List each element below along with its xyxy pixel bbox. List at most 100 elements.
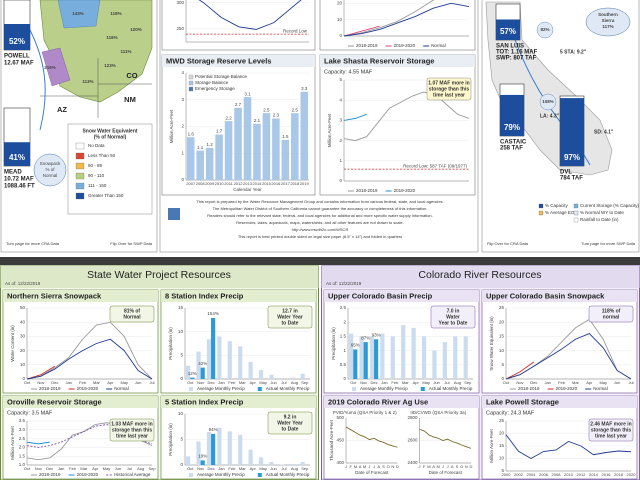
y-tick-label: 2400 bbox=[407, 460, 418, 465]
panel-title: Lake Shasta Reservoir Storage bbox=[324, 56, 434, 65]
y-tick-label: 0 bbox=[339, 178, 342, 183]
x-tick-label: N bbox=[391, 464, 394, 469]
gauge-percent: 79% bbox=[504, 123, 520, 132]
percent-label: 94% bbox=[209, 427, 218, 432]
x-tick-label: 2020 bbox=[627, 472, 637, 477]
legend-label: Actual Monthly Precip bbox=[429, 386, 473, 391]
bubble-text: 108% bbox=[542, 99, 554, 104]
x-tick-label: M bbox=[437, 464, 440, 469]
bar bbox=[211, 433, 216, 465]
reservoir-name: CASTAIC bbox=[500, 140, 527, 146]
x-tick-label: 2019 bbox=[300, 181, 310, 186]
x-tick-label: A bbox=[377, 464, 380, 469]
x-tick-label: 2010 bbox=[215, 181, 225, 186]
legend-label: Less Than 50 bbox=[88, 153, 116, 158]
cra-header bbox=[321, 266, 640, 288]
legend-swatch bbox=[189, 473, 193, 477]
y-tick-label: 0 bbox=[181, 177, 184, 182]
separator bbox=[0, 257, 640, 265]
panel bbox=[323, 395, 480, 480]
note-box bbox=[109, 305, 155, 323]
legend-label: 50 - 89 bbox=[88, 163, 103, 168]
basin-percent: 120% bbox=[130, 27, 142, 32]
basin-percent: 216% bbox=[44, 65, 56, 70]
legend-label: 2019-2020 bbox=[394, 188, 416, 193]
bar bbox=[300, 91, 309, 180]
rainfall-text: SD: 4.1" bbox=[594, 129, 614, 135]
legend-swatch bbox=[75, 142, 85, 150]
y-tick-label: 250 bbox=[176, 26, 184, 31]
legend-label: Average Monthly Precip bbox=[197, 386, 245, 391]
x-tick-label: Oct bbox=[187, 380, 194, 385]
legend-swatch bbox=[538, 210, 544, 216]
bar bbox=[227, 431, 232, 465]
panel-title: Upper Colorado Basin Snowpack bbox=[486, 291, 605, 300]
bar bbox=[238, 434, 243, 465]
y-tick-label: 300 bbox=[176, 0, 184, 5]
state-border bbox=[40, 58, 152, 118]
legend-label: 2019-2020 bbox=[77, 472, 99, 477]
x-tick-label: 2014 bbox=[253, 181, 263, 186]
basin-percent: 116% bbox=[106, 35, 117, 40]
footer-text: This report is prepared by the Water Res… bbox=[196, 199, 443, 204]
bar bbox=[227, 341, 232, 379]
y-tick-label: 20 bbox=[499, 319, 505, 324]
x-tick-label: Apr bbox=[586, 380, 593, 385]
bar bbox=[196, 441, 201, 465]
reference-label: Record Low: 587 TAF (09/1977) bbox=[403, 163, 467, 168]
legend-label: Normal bbox=[431, 43, 446, 48]
y-axis-title: Precipitation (in) bbox=[331, 327, 336, 360]
bar bbox=[290, 377, 295, 379]
x-tick-label: D bbox=[396, 464, 399, 469]
data-line bbox=[26, 441, 50, 445]
reservoir-detail: 258 TAF bbox=[500, 146, 523, 152]
panel-title: MWD Storage Reserve Levels bbox=[166, 56, 271, 65]
x-tick-label: May bbox=[599, 380, 607, 385]
y-tick-label: 1 bbox=[339, 158, 342, 163]
x-tick-label: Apr bbox=[250, 466, 257, 471]
note-text: to Date bbox=[282, 320, 299, 326]
data-line bbox=[26, 321, 153, 380]
bubble bbox=[539, 93, 557, 111]
note-text: 12.7 in bbox=[282, 308, 298, 314]
legend-label: No Data bbox=[88, 143, 105, 148]
data-line bbox=[198, 0, 302, 30]
panel-title: Upper Colorado Basin Precip bbox=[328, 291, 433, 300]
x-tick-label: F bbox=[423, 464, 426, 469]
bar bbox=[359, 336, 364, 379]
reservoir-name: DVL bbox=[560, 170, 572, 176]
reservoir-elevation: 1088.46 FT bbox=[4, 184, 35, 190]
panel-title-bar bbox=[324, 290, 479, 302]
x-tick-label: Sep bbox=[464, 380, 472, 385]
x-tick-label: 2017 bbox=[281, 181, 291, 186]
note-text: storage than this bbox=[429, 86, 470, 92]
x-tick-label: Jan bbox=[218, 466, 224, 471]
x-tick-label: S bbox=[456, 464, 459, 469]
x-axis-title: Calendar Year bbox=[233, 187, 262, 192]
x-tick-label: 2013 bbox=[243, 181, 253, 186]
legend-label: 2019-2020 bbox=[556, 386, 578, 391]
legend-swatch bbox=[257, 473, 262, 477]
legend-label: 111 - 150 bbox=[88, 183, 107, 188]
legend-label: % Average EOM bbox=[545, 210, 578, 215]
reservoir-name: POWELL bbox=[4, 54, 30, 60]
y-tick-label: 0 bbox=[22, 376, 25, 381]
legend-label: 2018-2019 bbox=[356, 43, 378, 48]
x-tick-label: J bbox=[419, 464, 421, 469]
x-tick-label: Mar bbox=[572, 380, 580, 385]
gauge-percent: 57% bbox=[500, 27, 516, 36]
note-box bbox=[267, 411, 313, 435]
data-line bbox=[26, 424, 153, 448]
legend-label: Actual Monthly Precip bbox=[266, 472, 310, 477]
basin-percent: 143% bbox=[72, 11, 84, 16]
x-tick-label: Aug bbox=[291, 466, 298, 471]
x-tick-label: 2018 bbox=[614, 472, 624, 477]
bar bbox=[300, 373, 305, 379]
legend-swatch bbox=[573, 217, 579, 223]
y-tick-label: 20 bbox=[499, 431, 505, 436]
snow-bubble bbox=[585, 7, 631, 37]
x-tick-label: 2018 bbox=[290, 181, 300, 186]
note-text: 1.03 MAF more in bbox=[111, 421, 152, 427]
x-tick-label: Jul bbox=[127, 466, 132, 471]
